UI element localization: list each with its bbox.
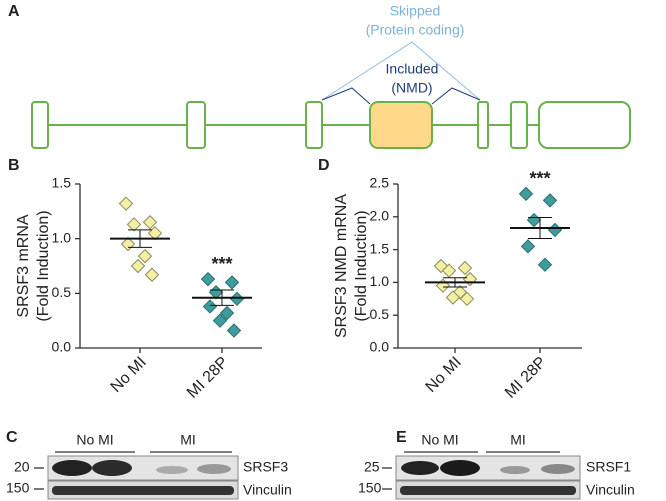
data-point	[526, 212, 542, 228]
x-tick-label: MI 28P	[502, 354, 550, 402]
y-tick-label: 0.5	[370, 306, 390, 322]
exon	[186, 101, 206, 149]
data-point	[219, 305, 235, 321]
y-axis-label: SRSF3 mRNA	[15, 214, 32, 317]
skipped-note: (Protein coding)	[366, 22, 465, 38]
exon	[31, 101, 49, 149]
nmd-exon	[369, 101, 433, 149]
y-tick-label: 2.5	[370, 175, 390, 191]
exon	[305, 101, 323, 149]
data-point	[441, 263, 457, 278]
data-point	[547, 222, 563, 238]
skip-junction	[321, 41, 481, 101]
x-tick-label: MI 28P	[184, 354, 232, 402]
group-label: MI	[180, 432, 196, 448]
panel-letter: E	[396, 429, 407, 446]
y-tick-label: 0.5	[52, 284, 72, 300]
y-tick-label: 0.0	[370, 339, 390, 355]
x-tick-label: No MI	[423, 354, 465, 396]
data-point	[224, 275, 240, 290]
data-point	[229, 291, 245, 307]
band	[401, 461, 439, 475]
data-point	[130, 258, 146, 274]
significance: ***	[211, 254, 232, 274]
band	[440, 460, 480, 476]
included-note: (NMD)	[391, 80, 432, 96]
y-tick-label: 1.0	[370, 273, 390, 289]
skipped-label: Skipped	[390, 3, 441, 19]
band	[52, 486, 234, 495]
size-marker: 25	[364, 459, 380, 475]
group-label: MI	[510, 432, 526, 448]
exons	[31, 101, 631, 149]
data-point	[542, 193, 558, 208]
data-point	[202, 299, 218, 314]
band	[500, 466, 530, 474]
control-label: Vinculin	[243, 482, 292, 498]
include-junction	[431, 87, 481, 105]
exon	[538, 101, 631, 149]
data-point	[520, 239, 536, 254]
panel-letter: C	[6, 429, 18, 446]
data-point	[537, 257, 553, 272]
y-tick-label: 1.5	[52, 175, 72, 191]
y-tick-label: 1.5	[370, 240, 390, 256]
control-label: Vinculin	[586, 482, 635, 498]
panel-letter: A	[8, 3, 20, 20]
data-point	[144, 267, 160, 282]
y-axis-label: (Fold Induction)	[353, 210, 370, 321]
included-label: Included	[386, 61, 439, 77]
band	[541, 464, 575, 474]
y-tick-label: 1.0	[52, 229, 72, 245]
panel-letter: B	[8, 157, 20, 174]
y-tick-label: 2.0	[370, 208, 390, 224]
exon	[477, 101, 489, 149]
group-label: No MI	[421, 432, 458, 448]
band	[400, 486, 576, 495]
data-point	[226, 323, 242, 338]
significance: ***	[529, 169, 550, 189]
data-point	[457, 260, 473, 276]
include-junction	[321, 87, 371, 105]
data-point	[459, 291, 475, 307]
band	[156, 466, 188, 474]
protein-label: SRSF3	[243, 459, 288, 475]
band	[52, 460, 92, 476]
size-marker: 150	[6, 480, 30, 496]
exon	[510, 101, 528, 149]
panel-letter: D	[318, 157, 330, 174]
size-marker: 150	[358, 480, 382, 496]
x-tick-label: No MI	[108, 354, 150, 396]
y-axis-label: (Fold Induction)	[35, 210, 52, 321]
data-point	[142, 215, 158, 230]
size-marker: 20	[14, 459, 30, 475]
y-tick-label: 0.0	[52, 339, 72, 355]
protein-label: SRSF1	[586, 459, 631, 475]
band	[92, 460, 132, 476]
y-axis-label: SRSF3 NMD mRNA	[333, 194, 350, 338]
data-point	[212, 313, 228, 328]
data-point	[445, 290, 461, 305]
group-label: No MI	[76, 432, 113, 448]
data-point	[200, 271, 216, 287]
data-point	[126, 217, 142, 232]
band	[197, 464, 231, 474]
data-point	[137, 248, 153, 264]
data-point	[518, 186, 534, 202]
data-point	[435, 278, 451, 293]
data-point	[118, 196, 134, 211]
